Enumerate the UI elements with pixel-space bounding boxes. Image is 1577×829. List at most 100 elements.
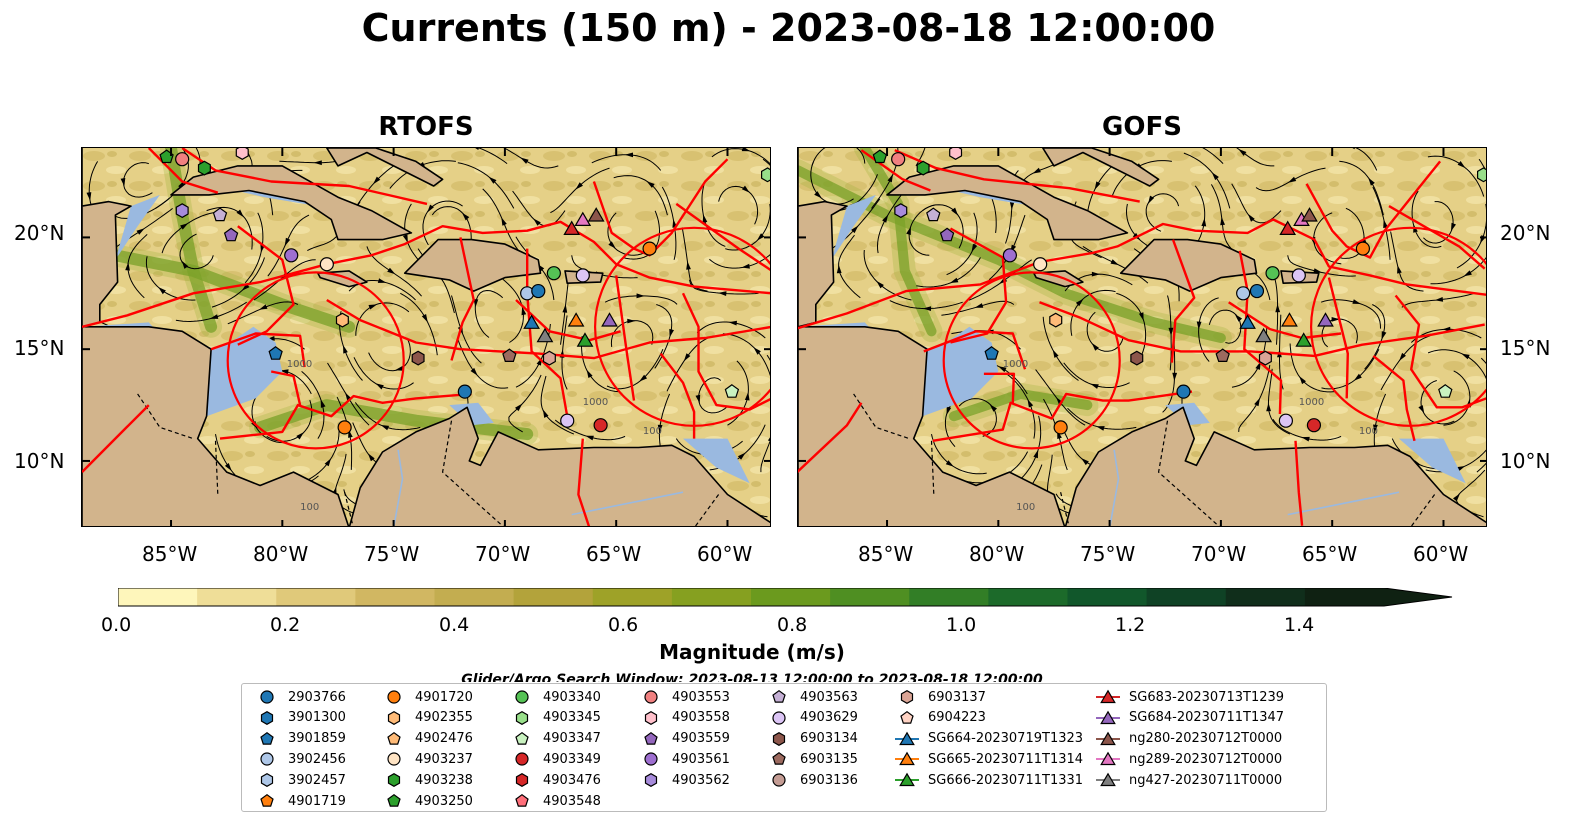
hexagon-marker-icon <box>772 731 786 746</box>
streamline-arrow <box>125 262 130 271</box>
land-mass <box>82 326 350 526</box>
colorbar-segment <box>671 588 752 606</box>
lon-label-85w-right: 85°W <box>858 542 914 566</box>
streamline-arrow <box>86 192 92 201</box>
streamline-arrow <box>501 217 507 226</box>
lon-label-75w-right: 75°W <box>1080 542 1136 566</box>
land-mass <box>1119 238 1258 292</box>
eez-boundary <box>1388 205 1486 270</box>
streamline-arrow <box>542 409 549 418</box>
legend-marker <box>644 773 658 788</box>
streamline-arrow <box>1287 176 1297 183</box>
hexagon-marker-icon <box>515 773 529 788</box>
hexagon-marker-icon <box>387 773 401 788</box>
legend-marker <box>772 689 786 703</box>
streamline-arrow <box>1032 167 1041 174</box>
streamline-arrow <box>1368 177 1375 186</box>
legend-label: ng280-20230712T0000 <box>1129 731 1283 747</box>
legend-marker <box>387 690 401 704</box>
streamline-arrow <box>922 306 932 311</box>
shallow-shelf <box>1165 402 1210 426</box>
legend-marker <box>1100 689 1116 704</box>
legend-item: 4903558 <box>638 708 730 728</box>
hexagon-marker-icon <box>515 710 529 725</box>
hexagon-marker-icon <box>260 710 274 725</box>
legend-label: SG683-20230713T1239 <box>1129 689 1285 705</box>
colorbar-tick: 0.6 <box>608 614 639 636</box>
streamline-arrow <box>180 223 189 230</box>
legend-item: 3901859 <box>254 729 346 749</box>
map-panel-gofs[interactable]: 1000 1000 100 100 <box>797 147 1487 527</box>
legend-label: SG665-20230711T1314 <box>928 751 1084 767</box>
streamline-arrow <box>695 394 701 404</box>
legend-label: 4903250 <box>415 793 473 809</box>
legend-marker <box>899 772 915 787</box>
bathymetry-contour-label: 100 <box>1016 502 1035 513</box>
legend-label: 4903548 <box>543 793 601 809</box>
legend-item: 2903766 <box>254 687 346 707</box>
streamline-arrow <box>562 304 568 313</box>
colorbar-segment <box>197 588 277 606</box>
colorbar-segment <box>513 588 594 606</box>
streamline-arrow <box>259 304 268 310</box>
legend-marker <box>1100 710 1116 724</box>
streamline <box>915 148 926 167</box>
legend-label: 4903345 <box>543 710 601 726</box>
pentagon-marker-icon <box>772 689 786 703</box>
eez-boundary <box>210 332 306 368</box>
colorbar-outline <box>118 588 1453 607</box>
platform-marker <box>724 384 740 398</box>
triangle-marker-icon <box>1096 772 1120 787</box>
streamline-arrow <box>627 318 636 324</box>
streamline-arrow <box>1027 399 1034 408</box>
bathymetry-contour-label: 1000 <box>1299 397 1324 408</box>
legend-label: 4903237 <box>415 751 473 767</box>
streamline <box>1202 148 1224 164</box>
legend-item: 4902355 <box>381 708 473 728</box>
eez-boundary <box>1228 301 1342 340</box>
legend-marker <box>772 731 786 746</box>
streamline <box>477 148 508 165</box>
legend-marker <box>900 690 914 704</box>
streamline-arrow <box>814 191 822 199</box>
hexagon-marker-icon <box>644 710 658 725</box>
circle-marker-icon <box>260 690 274 704</box>
panel-title-rtofs: RTOFS <box>378 112 474 142</box>
legend-item: 4903553 <box>638 687 730 707</box>
streamline-arrow <box>1275 304 1281 313</box>
streamline-arrow <box>646 181 655 188</box>
triangle-marker-icon <box>895 731 919 745</box>
legend-item: 4902476 <box>381 729 473 749</box>
streamline-arrow <box>1418 405 1425 414</box>
legend-item: 4903237 <box>381 749 473 769</box>
platform-marker <box>1258 350 1272 366</box>
legend-marker <box>515 752 529 766</box>
platform-marker <box>760 167 770 183</box>
map-panel-rtofs[interactable]: 1000 1000 100 100 <box>81 147 771 527</box>
streamline-arrow <box>1442 326 1451 332</box>
streamline-arrow <box>1052 349 1059 358</box>
streamline-arrow <box>728 320 737 326</box>
circle-marker-icon <box>644 752 658 766</box>
platform-marker <box>1215 348 1230 362</box>
lon-label-65w-right: 65°W <box>1302 542 1358 566</box>
platform-marker <box>1265 266 1280 281</box>
platform-marker <box>939 227 955 242</box>
legend-marker <box>387 710 401 725</box>
pentagon-marker-icon <box>772 752 786 766</box>
legend-label: 4903563 <box>800 689 858 705</box>
streamline-arrow <box>387 267 396 275</box>
streamline-arrow <box>1196 321 1202 330</box>
platform-marker <box>560 413 575 428</box>
legend-item: ng280-20230712T0000 <box>1095 729 1282 749</box>
platform-marker <box>284 248 299 263</box>
streamline-arrow <box>421 314 428 323</box>
eez-boundary <box>1238 250 1283 415</box>
triangle-marker-icon <box>895 772 919 787</box>
land-mass <box>886 165 1129 241</box>
pentagon-marker-icon <box>387 731 401 745</box>
platform-marker <box>502 348 517 362</box>
lat-label-15n-right: 15°N <box>1500 336 1551 360</box>
legend-label: 6903136 <box>800 772 858 788</box>
streamline-arrow <box>1299 376 1306 385</box>
